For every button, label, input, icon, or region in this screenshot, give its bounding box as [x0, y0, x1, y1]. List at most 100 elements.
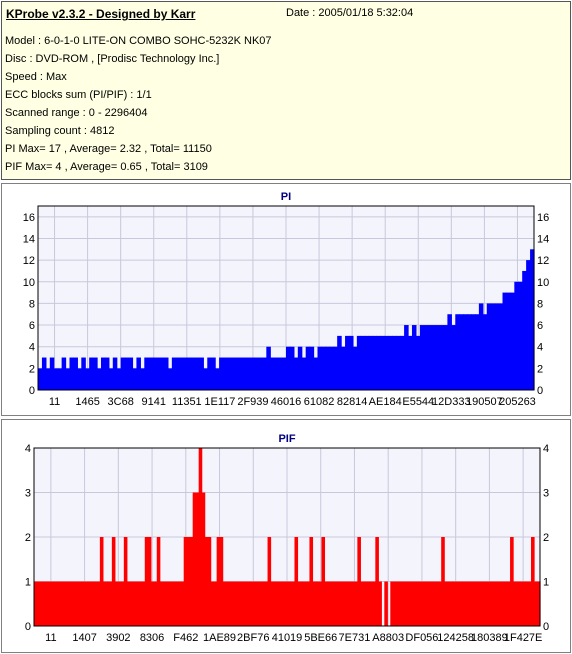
pif-chart-title: PIF — [278, 433, 295, 445]
pif-bar — [378, 581, 382, 626]
pif-bar — [243, 581, 248, 626]
pi-bar — [317, 346, 323, 390]
pi-bar — [498, 303, 504, 390]
pi-bar — [140, 368, 145, 390]
pi-bar — [41, 357, 47, 390]
pif-xtick-label: DF056 — [405, 632, 438, 644]
pi-bar — [388, 335, 393, 390]
pif-ytick-right: 3 — [543, 488, 549, 500]
pi-bar — [57, 368, 63, 390]
pif-bar — [528, 581, 532, 626]
pi-ytick-right: 4 — [537, 342, 543, 354]
pi-bar — [305, 346, 311, 390]
pif-bar — [369, 581, 373, 626]
pif-ytick-right: 2 — [543, 532, 549, 544]
pif-bar — [246, 581, 251, 626]
pif-bar — [450, 581, 454, 626]
pi-xtick-label: AE184 — [369, 396, 402, 408]
pif-bar — [507, 581, 511, 626]
pif-bar — [396, 581, 400, 626]
pif-bar — [264, 581, 269, 626]
pif-bar — [252, 581, 257, 626]
pif-bar — [474, 581, 478, 626]
pif-xtick-label: 7E731 — [339, 632, 371, 644]
pif-bar — [276, 581, 281, 626]
pi-bar — [120, 357, 126, 390]
pif-bar — [90, 581, 95, 626]
pif-bar — [192, 492, 197, 626]
pif-bar — [249, 581, 254, 626]
pi-bar — [73, 357, 78, 390]
pi-ytick-right: 2 — [537, 363, 543, 375]
pif-bar — [123, 537, 128, 626]
pi-bar — [309, 346, 315, 390]
pi-bar — [364, 335, 370, 390]
pi-bar — [506, 292, 511, 390]
pif-bar — [438, 581, 442, 626]
pif-bar — [444, 581, 448, 626]
pi-ytick-left: 16 — [23, 212, 35, 224]
pif-bar — [306, 581, 311, 626]
pi-ytick-right: 8 — [537, 298, 543, 310]
pi-bar — [459, 314, 464, 390]
pi-bar — [136, 357, 141, 390]
pif-bar — [453, 581, 457, 626]
pi-bar — [447, 314, 452, 390]
pi-bar — [128, 357, 134, 390]
pif-bar — [426, 581, 430, 626]
pif-bar — [153, 581, 158, 626]
pif-bar — [102, 581, 107, 626]
pi-bar — [289, 346, 295, 390]
pi-chart: PI 0 0 2 2 4 4 6 6 8 8 10 10 12 12 14 14 16 16 11 1465 3C68 91… — [23, 191, 550, 408]
pi-bar — [419, 325, 425, 390]
pif-bar — [255, 581, 260, 626]
pi-xtick-label: 9141 — [141, 396, 165, 408]
pi-bar — [530, 249, 535, 390]
pi-bar — [404, 325, 409, 390]
pif-ytick-left: 2 — [25, 532, 31, 544]
pi-bar — [49, 357, 55, 390]
pi-ytick-left: 8 — [29, 298, 35, 310]
pi-ytick-left: 10 — [23, 277, 35, 289]
pif-bar — [51, 581, 56, 626]
pif-bar — [111, 537, 116, 626]
pif-bar — [459, 581, 463, 626]
pif-bar — [480, 581, 484, 626]
pi-bar — [451, 325, 456, 390]
pi-bar — [112, 357, 118, 390]
pif-bar — [270, 581, 275, 626]
pif-bar — [93, 581, 98, 626]
pi-bar — [175, 357, 181, 390]
pif-bar — [504, 581, 508, 626]
pi-xtick-label: 190507 — [466, 396, 503, 408]
pif-bar — [186, 537, 191, 626]
pi-bar — [368, 335, 374, 390]
pif-bar — [222, 581, 227, 626]
pif-xtick-label: 2BF76 — [237, 632, 269, 644]
pif-bar — [357, 537, 361, 626]
pif-bar — [279, 581, 284, 626]
pif-bar — [429, 581, 433, 626]
pi-bar — [85, 368, 90, 390]
pif-bar — [525, 581, 529, 626]
pif-bar — [75, 581, 80, 626]
pi-bar — [262, 357, 267, 390]
pi-bar — [372, 335, 378, 390]
pif-bar — [105, 581, 110, 626]
pi-plot-border — [37, 205, 535, 391]
scan-date: Date : 2005/01/18 5:32:04 — [286, 7, 414, 19]
pif-bar — [150, 581, 155, 626]
pif-xtick-label: F462 — [173, 632, 198, 644]
pi-xtick-label: 12D333 — [432, 396, 471, 408]
pif-bar — [312, 581, 317, 626]
pif-bar — [366, 581, 370, 626]
pi-bar — [93, 357, 98, 390]
pif-bar — [411, 581, 415, 626]
pi-bar — [61, 357, 67, 390]
pi-bar — [266, 346, 271, 390]
pi-bar — [502, 292, 508, 390]
pif-bar — [45, 581, 50, 626]
pif-bar — [219, 537, 224, 626]
pi-ytick-left: 2 — [29, 363, 35, 375]
